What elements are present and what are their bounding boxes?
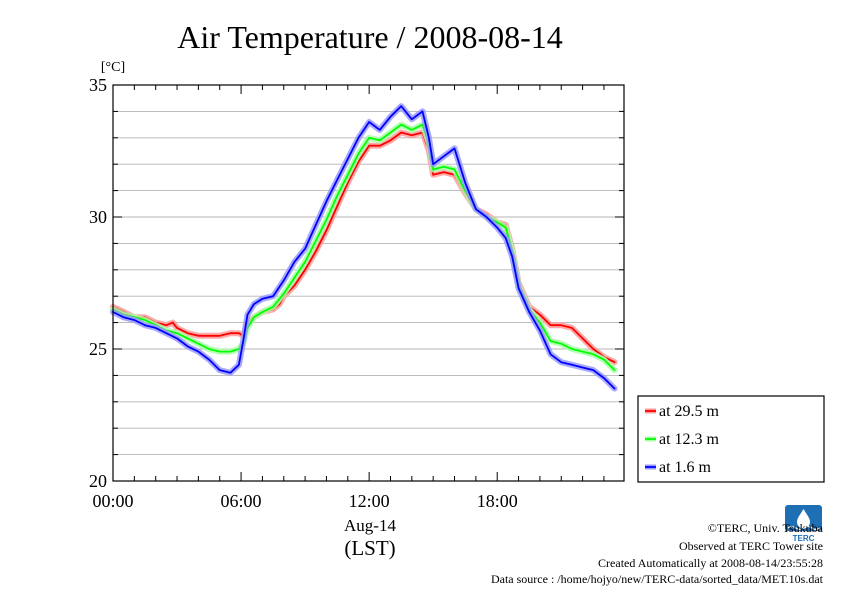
axis-ticks: 20 25 30 35 00:00 06:00 12:00 18:00 [89,75,624,511]
x-tick-label: 12:00 [349,491,390,511]
y-axis-unit: [°C] [101,60,125,75]
legend-box [637,395,825,483]
series-3 [110,103,618,392]
footer-created: Created Automatically at 2008-08-14/23:5… [598,556,823,570]
legend-label: at 12.3 m [659,431,720,448]
legend: at 29.5 m at 12.3 m at 1.6 m [637,395,825,483]
x-tick-label: 06:00 [221,491,262,511]
y-tick-label: 35 [89,75,107,95]
y-tick-label: 25 [89,339,107,359]
water-drop-icon [797,509,810,529]
legend-label: at 1.6 m [659,459,712,476]
y-tick-label: 30 [89,207,107,227]
legend-label: at 29.5 m [659,403,720,420]
grid-lines [113,110,624,456]
terc-logo: TERC [785,505,822,543]
x-tick-label: 00:00 [92,491,133,511]
x-tick-label: 18:00 [477,491,518,511]
x-axis-date-label: Aug-14 [344,516,396,535]
terc-logo-text: TERC [793,534,815,543]
chart-title: Air Temperature / 2008-08-14 [177,19,563,55]
footer-observed: Observed at TERC Tower site [679,539,823,553]
footer-copyright: ©TERC, Univ. Tsukuba [708,521,824,535]
footer-source: Data source : /home/hojyo/new/TERC-data/… [491,572,824,586]
y-tick-label: 20 [89,471,107,491]
x-axis-timezone-label: (LST) [344,536,395,560]
plot-frame [112,84,625,482]
wave-icon [787,525,821,531]
series-lines [110,103,618,392]
series-line [112,105,616,390]
